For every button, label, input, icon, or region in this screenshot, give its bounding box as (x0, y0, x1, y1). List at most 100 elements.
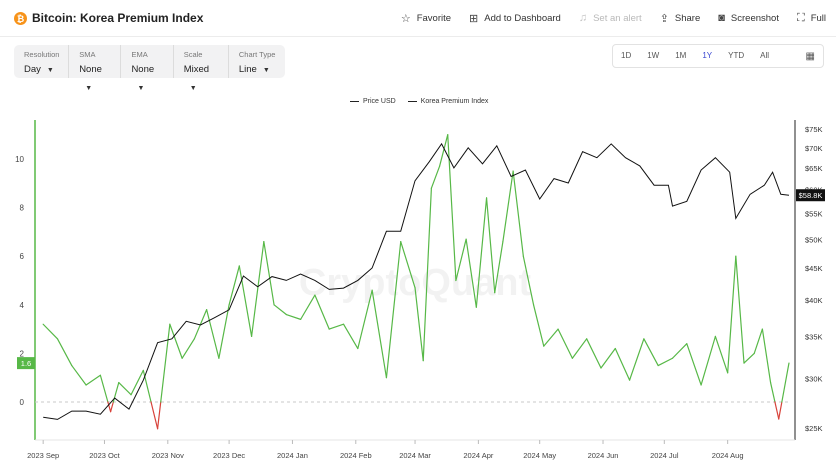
left-tick-label: 4 (20, 301, 25, 310)
premium-line-segment (600, 347, 616, 369)
premium-line-segment (671, 343, 688, 359)
premium-line-segment (56, 338, 73, 367)
x-tick-label: 2024 Jun (588, 451, 619, 460)
resolution-dropdown[interactable]: Resolution Day ▼ (14, 45, 70, 78)
x-tick-label: 2024 May (523, 451, 556, 460)
dropdown-value: None (79, 64, 102, 75)
bell-icon: ♫ (578, 12, 588, 24)
x-tick-label: 2024 Apr (463, 451, 494, 460)
premium-line-segment (430, 165, 441, 189)
x-tick-label: 2024 Mar (399, 451, 431, 460)
premium-line-segment (753, 328, 763, 354)
action-label: Share (674, 12, 701, 24)
x-tick-label: 2024 Jan (277, 451, 308, 460)
premium-line-segment (238, 265, 253, 337)
premium-line-segment (181, 338, 195, 359)
premium-line-segment (475, 197, 488, 308)
dropdown-label: SMA (79, 50, 96, 59)
dashboard-add-icon: ⊞ (469, 12, 479, 25)
full-button[interactable]: ⛶ Full (797, 12, 826, 25)
range-1d-button[interactable]: 1D (621, 51, 632, 60)
chart-legend: Price USD Korea Premium Index (350, 98, 500, 105)
page-title: Bitcoin: Korea Premium Index (32, 11, 204, 25)
bitcoin-icon: ₿ (14, 12, 27, 25)
camera-icon: ◙ (718, 12, 725, 24)
premium-line-segment (169, 323, 183, 359)
premium-line-segment (422, 187, 432, 362)
premium-line-segment (438, 134, 449, 167)
premium-line-segment (71, 364, 87, 386)
fullscreen-icon: ⛶ (796, 11, 805, 24)
range-1w-button[interactable]: 1W (647, 51, 660, 60)
premium-line-segment (263, 241, 275, 306)
premium-line-segment (455, 238, 467, 282)
premium-line-segment (557, 328, 573, 359)
premium-line-segment (700, 335, 717, 386)
add-to-dashboard-button[interactable]: ⊞ Add to Dashboard (469, 12, 561, 25)
premium-line-segment (99, 374, 109, 403)
premium-line-segment (107, 401, 112, 413)
premium-line-segment (314, 294, 330, 330)
x-tick-label: 2024 Jul (650, 451, 679, 460)
share-icon: ⇪ (659, 12, 669, 25)
ema-dropdown[interactable]: EMA None ▼ (121, 45, 174, 92)
right-tick-label: $45K (805, 264, 823, 273)
premium-line-segment (628, 338, 645, 381)
premium-line-segment (228, 265, 240, 306)
right-tick-label: $30K (805, 374, 823, 383)
premium-line-segment (447, 134, 457, 282)
range-all-button[interactable]: All (760, 51, 770, 60)
favorite-button[interactable]: ☆ Favorite (401, 12, 451, 25)
premium-line-segment (465, 238, 477, 308)
action-label: Favorite (416, 12, 452, 24)
right-tick-label: $50K (805, 235, 823, 244)
calendar-icon[interactable]: ▦ (805, 50, 815, 62)
star-icon: ☆ (400, 12, 411, 25)
chart-area: CryptoQuant 0246810$25K$30K$35K$40K$45K$… (15, 120, 825, 460)
screenshot-button[interactable]: ◙ Screenshot (718, 12, 779, 24)
premium-line-segment (85, 374, 101, 386)
premium-line-segment (643, 338, 659, 367)
premium-line-segment (385, 241, 402, 379)
premium-current-value: 1.6 (21, 359, 31, 368)
premium-line-segment (714, 335, 729, 374)
chevron-down-icon: ▼ (189, 85, 197, 92)
action-label: Screenshot (730, 12, 779, 24)
right-tick-label: $75K (805, 125, 823, 134)
range-1y-button[interactable]: 1Y (702, 51, 713, 60)
header-actions: ☆ Favorite ⊞ Add to Dashboard ♫ Set an alert ⇪… (383, 0, 826, 36)
x-tick-label: 2023 Nov (152, 451, 184, 460)
dropdown-label: Scale (183, 50, 203, 59)
premium-line-segment (328, 323, 345, 330)
premium-line-segment (502, 170, 514, 243)
range-ytd-button[interactable]: YTD (728, 51, 745, 60)
share-button[interactable]: ⇪ Share (660, 12, 701, 25)
premium-line-segment (769, 381, 776, 403)
premium-line-segment (522, 255, 535, 306)
scale-dropdown[interactable]: Scale Mixed ▼ (174, 45, 229, 92)
premium-line-segment (414, 287, 424, 362)
premium-line-segment (285, 313, 302, 320)
price-usd-line (43, 142, 790, 420)
sma-dropdown[interactable]: SMA None ▼ (69, 45, 122, 92)
premium-line-segment (543, 328, 559, 347)
left-tick-label: 8 (20, 204, 25, 213)
chevron-down-icon: ▼ (85, 85, 93, 92)
premium-line-segment (273, 304, 287, 316)
left-tick-label: 10 (15, 155, 24, 164)
time-range-selector: 1D 1W 1M 1Y YTD All ▦ (612, 44, 824, 68)
chart-controls: Resolution Day ▼ SMA None ▼ EMA None ▼ Scale Mixed… (14, 45, 285, 92)
dropdown-value: Mixed (183, 64, 210, 75)
premium-line-segment (156, 401, 162, 430)
premium-line-segment (42, 323, 59, 340)
chevron-down-icon: ▼ (46, 67, 54, 74)
chart-type-dropdown[interactable]: Chart Type Line ▼ (229, 45, 285, 78)
range-1m-button[interactable]: 1M (675, 51, 687, 60)
x-tick-label: 2024 Feb (340, 451, 372, 460)
legend-item[interactable]: Price USD (350, 98, 396, 105)
premium-line-segment (150, 401, 159, 430)
right-tick-label: $40K (805, 296, 823, 305)
legend-item[interactable]: Korea Premium Index (407, 98, 488, 105)
x-tick-label: 2023 Oct (89, 451, 120, 460)
premium-line-segment (512, 170, 524, 257)
